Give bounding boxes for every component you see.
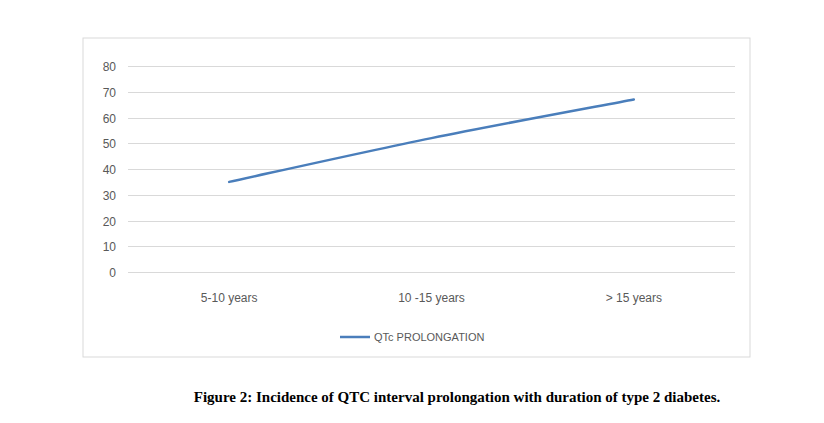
grid-line [128,246,735,247]
grid-line [128,195,735,196]
grid-line [128,143,735,144]
x-tick-label: 10 -15 years [398,291,465,305]
y-tick-label: 70 [103,86,117,100]
x-tick-label: > 15 years [606,291,662,305]
chart: 0 10 20 30 40 50 60 70 80 5-10 years 10 -15 years >… [0,0,824,423]
grid-line [128,272,735,273]
grid-line [128,221,735,222]
y-tick-label: 0 [109,266,116,280]
y-tick-label: 20 [103,215,117,229]
plot-area [229,99,634,181]
y-tick-label: 40 [103,163,117,177]
y-tick-label: 60 [103,112,117,126]
grid-line [128,92,735,93]
chart-title: Figure 2: Incidence of QTC interval prol… [194,389,721,405]
chart-frame [83,38,750,357]
legend-label: QTc PROLONGATION [374,331,484,343]
legend-swatch [340,336,370,339]
y-tick-label: 10 [103,240,117,254]
grid-line [128,66,735,67]
y-tick-label: 80 [103,60,117,74]
x-tick-label: 5-10 years [201,291,258,305]
series-line [229,99,634,181]
y-tick-label: 30 [103,189,117,203]
y-tick-label: 50 [103,137,117,151]
grid-line [128,169,735,170]
grid-line [128,118,735,119]
